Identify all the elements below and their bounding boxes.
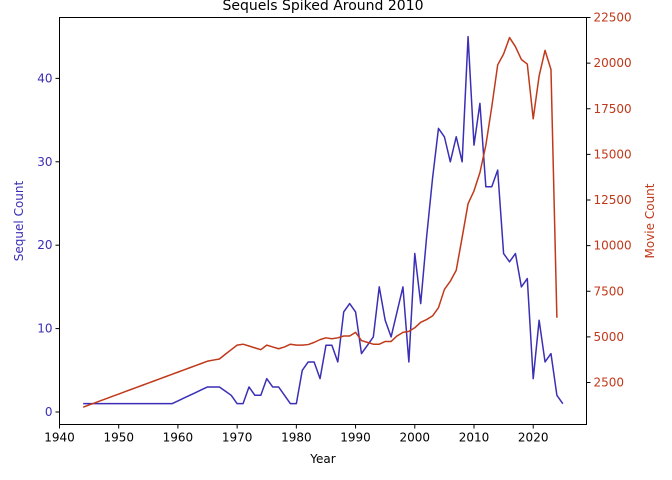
x-tick-label: 1950 <box>103 431 134 445</box>
x-tick-label: 1990 <box>340 431 371 445</box>
y-right-tick-label: 10000 <box>594 239 632 253</box>
y-right-tick-label: 2500 <box>594 376 625 390</box>
x-tick-label: 1970 <box>222 431 253 445</box>
y-left-tick-label: 0 <box>45 405 53 419</box>
y-right-tick-label: 20000 <box>594 56 632 70</box>
y-right-tick-label: 5000 <box>594 330 625 344</box>
y-left-tick-label: 40 <box>37 71 52 85</box>
x-axis: 1940 1950 1960 1970 1980 1990 2000 2010 2020 <box>44 424 549 445</box>
x-axis-title: Year <box>309 452 335 466</box>
x-tick-label: 1940 <box>44 431 75 445</box>
y-axis-right: 2500 5000 7500 10000 12500 15000 17500 20000 225… <box>586 11 632 390</box>
y-right-tick-label: 12500 <box>594 193 632 207</box>
series-line-1 <box>82 36 558 408</box>
y-right-tick-label: 7500 <box>594 284 625 298</box>
x-tick-label: 1980 <box>281 431 312 445</box>
plot-frame <box>59 17 587 425</box>
y-left-tick-label: 10 <box>37 322 52 336</box>
x-tick-label: 2020 <box>518 431 549 445</box>
x-tick-label: 2010 <box>459 431 490 445</box>
chart-title: Sequels Spiked Around 2010 <box>222 0 423 14</box>
y-axis-left: 0 10 20 30 40 <box>37 71 60 419</box>
y-axis-left-title: Sequel Count <box>12 181 26 262</box>
y-left-tick-label: 30 <box>37 155 52 169</box>
series-line-0 <box>83 35 564 405</box>
y-axis-right-title: Movie Count <box>643 183 657 258</box>
y-right-tick-label: 22500 <box>594 11 632 25</box>
series-lines <box>82 35 564 408</box>
x-tick-label: 2000 <box>400 431 431 445</box>
x-tick-label: 1960 <box>163 431 194 445</box>
y-right-tick-label: 15000 <box>594 147 632 161</box>
y-right-tick-label: 17500 <box>594 102 632 116</box>
y-left-tick-label: 20 <box>37 238 52 252</box>
